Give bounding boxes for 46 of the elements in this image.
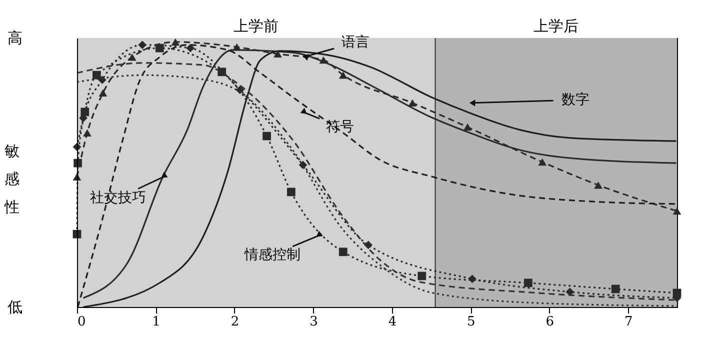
point [672,207,682,215]
x-tick-label: 0 [78,314,86,330]
x-tick-label: 7 [624,314,633,330]
y-axis-title: 敏感性 [4,142,20,216]
point [138,40,147,50]
point [566,288,574,296]
band-label: 上学后 [534,17,579,35]
point [262,132,271,140]
x-tick-label: 1 [152,314,160,330]
point [594,181,602,189]
point [338,248,348,256]
point [286,188,296,196]
point [128,53,136,61]
text: 低 [8,298,22,316]
x-tick-label: 3 [310,314,318,330]
point [468,274,476,284]
annotation: 符号 [326,118,354,135]
point [524,278,532,288]
x-tick-label: 4 [388,314,397,330]
point [155,44,164,52]
annotation: 情感控制 [243,246,300,263]
point [611,284,620,294]
point [92,70,101,80]
x-tick-label: 2 [230,314,240,330]
point [408,99,417,107]
point [538,158,547,166]
band-label: 上学前 [234,17,279,35]
point [74,158,82,168]
text: 高 [8,29,22,47]
x-tick-label: 5 [467,314,476,330]
point [319,56,328,64]
annotation: 社交技巧 [90,190,146,206]
point [171,38,180,46]
point [274,50,282,58]
point [463,123,472,131]
point [672,288,682,298]
point [232,43,242,51]
point [186,44,195,52]
annotation: 语言 [341,34,370,51]
point [338,71,348,79]
point [80,108,90,116]
x-tick-label: 6 [546,314,554,330]
point [98,89,108,96]
point [418,272,426,280]
annotation: 数字 [561,92,590,108]
point [83,129,92,136]
